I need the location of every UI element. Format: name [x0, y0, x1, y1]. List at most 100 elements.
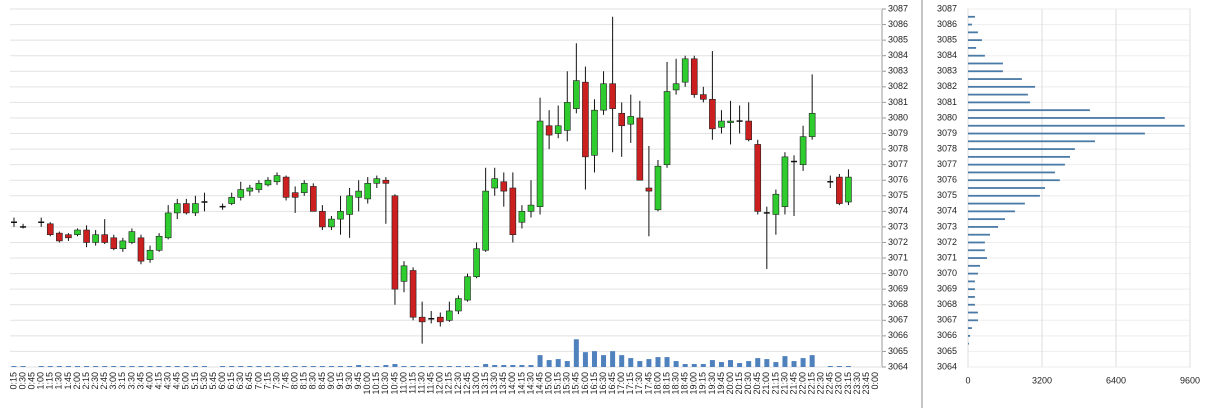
volume-bar: [84, 366, 90, 367]
x-tick-label: 9:00: [326, 372, 336, 390]
profile-bar: [968, 155, 1070, 158]
volume-bar: [791, 361, 797, 367]
x-tick-label: 6:30: [235, 372, 245, 390]
y-tick-label: 3083: [937, 66, 957, 76]
candle-body: [600, 83, 607, 111]
x-tick-label: 18:15: [661, 372, 671, 395]
volume-bar: [419, 366, 425, 367]
candle-body: [836, 176, 843, 204]
profile-bar: [968, 93, 1028, 96]
candle-body: [754, 144, 762, 212]
y-tick-label: 3068: [888, 299, 908, 309]
candle-body: [446, 310, 453, 321]
profile-bar: [968, 187, 1046, 189]
x-tick-label: 4:45: [172, 372, 182, 390]
candle-body: [464, 276, 471, 301]
x-tick-label: 22:30: [816, 372, 826, 395]
volume-bar: [664, 357, 670, 367]
y-tick-label: 3082: [888, 81, 908, 91]
y-tick-label: 3073: [888, 221, 908, 231]
volume-bar: [220, 366, 226, 367]
candle-body: [799, 136, 807, 165]
volume-bar: [338, 366, 344, 367]
candle-body: [101, 234, 108, 243]
volume-bar: [183, 366, 189, 367]
profile-bar: [968, 226, 999, 228]
candle-body: [92, 234, 99, 243]
x-tick-label: 19:30: [707, 372, 717, 395]
volume-bar: [174, 366, 180, 367]
profile-bar: [968, 132, 1145, 135]
candle-body: [473, 248, 480, 278]
profile-bar: [968, 31, 978, 34]
volume-bar: [446, 366, 452, 367]
candle-body: [246, 187, 254, 192]
profile-bar: [968, 327, 972, 329]
candle-body: [545, 125, 553, 136]
y-tick-label: 3074: [937, 206, 957, 216]
x-tick-label: 18:45: [680, 372, 690, 395]
x-tick-label: 4:15: [153, 372, 163, 390]
x-tick-label: 3200: [1032, 375, 1052, 385]
profile-bar: [968, 39, 982, 42]
candle-body: [128, 231, 136, 243]
candle-body: [56, 232, 63, 242]
volume-bar: [147, 366, 153, 367]
x-tick-label: 1:15: [45, 372, 55, 390]
profile-bar: [968, 202, 1025, 205]
candle-body: [264, 179, 272, 186]
candle-body: [364, 183, 372, 200]
y-tick-label: 3085: [888, 35, 908, 45]
x-tick-label: 16:00: [580, 372, 590, 395]
candle-body: [110, 237, 118, 250]
y-tick-label: 3079: [888, 128, 908, 138]
y-tick-label: 3067: [937, 315, 957, 325]
volume-bar: [610, 351, 616, 367]
candle-body: [745, 120, 752, 141]
volume-bar: [718, 362, 724, 367]
y-tick-label: 3071: [888, 252, 908, 262]
volume-bar: [474, 366, 480, 367]
profile-bar: [968, 257, 987, 259]
candle-body: [663, 91, 671, 165]
x-tick-label: 8:00: [290, 372, 300, 390]
candle-body: [192, 203, 199, 214]
volume-bar: [47, 366, 53, 367]
profile-bar: [968, 62, 1003, 65]
candle-body: [310, 186, 317, 212]
x-tick-label: 21:15: [770, 372, 780, 395]
profile-bar: [968, 54, 985, 57]
volume-bar: [283, 366, 289, 367]
x-tick-label: 4:30: [163, 372, 173, 390]
x-tick-label: 9:15: [335, 372, 345, 390]
x-tick-label: 10:00: [362, 372, 372, 395]
y-tick-label: 3067: [888, 315, 908, 325]
volume-bar: [619, 355, 625, 367]
profile-bar: [968, 280, 975, 283]
volume-bar: [728, 360, 734, 367]
volume-bar: [809, 355, 815, 367]
x-tick-label: 14:15: [516, 372, 526, 395]
x-tick-label: 5:00: [181, 372, 191, 390]
candle-body: [518, 211, 526, 223]
x-tick-label: 3:45: [135, 372, 145, 390]
volume-bar: [746, 361, 752, 367]
y-tick-label: 3073: [937, 221, 957, 231]
candle-body: [255, 183, 263, 190]
candle-body: [554, 125, 562, 134]
x-tick-label: 23:00: [834, 372, 844, 395]
profile-bar: [968, 85, 1036, 88]
x-tick-label: 13:45: [498, 372, 508, 395]
y-tick-label: 3070: [937, 268, 957, 278]
volume-bar: [274, 366, 280, 367]
y-tick-label: 3081: [888, 97, 908, 107]
y-tick-label: 3076: [888, 175, 908, 185]
y-tick-label: 3068: [937, 299, 957, 309]
volume-bar: [20, 366, 26, 367]
candle-body: [690, 58, 698, 95]
x-tick-label: 17:00: [616, 372, 626, 395]
candle-body: [400, 265, 408, 282]
volume-bar: [537, 355, 543, 367]
candle-body: [636, 117, 644, 181]
